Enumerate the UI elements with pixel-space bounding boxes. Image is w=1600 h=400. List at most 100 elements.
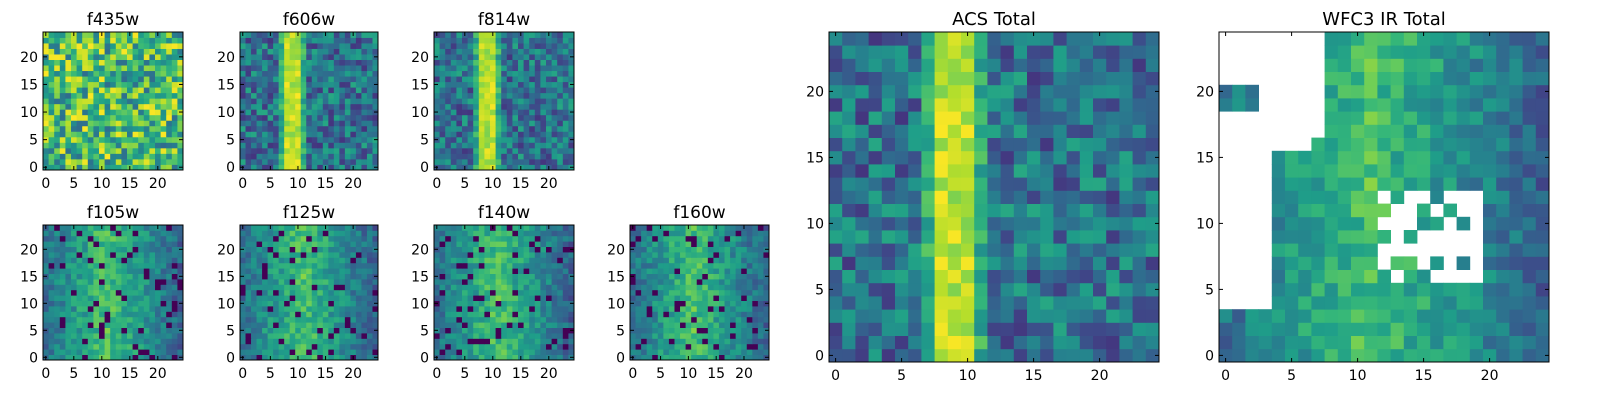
heatmap-cell	[127, 268, 133, 274]
heatmap-cell	[1119, 164, 1133, 178]
heatmap-cell	[311, 235, 318, 242]
heatmap-cell	[551, 76, 558, 83]
heatmap-cell	[339, 131, 346, 138]
heatmap-cell	[155, 343, 161, 350]
heatmap-cell	[289, 279, 296, 285]
heatmap-cell	[149, 279, 156, 285]
heatmap-cell	[523, 289, 530, 296]
heatmap-cell	[478, 349, 485, 355]
heatmap-cell	[273, 300, 280, 307]
heatmap-cell	[160, 349, 167, 355]
heatmap-cell	[366, 125, 373, 132]
y-tick-label: 10	[411, 296, 429, 312]
heatmap-cell	[473, 316, 480, 323]
heatmap-cell	[121, 295, 128, 301]
heatmap-cell	[160, 98, 167, 105]
heatmap-cell	[300, 153, 307, 160]
heatmap-cell	[115, 103, 122, 110]
heatmap-cell	[132, 273, 139, 280]
heatmap-cell	[534, 114, 541, 121]
heatmap-cell	[1106, 177, 1120, 191]
heatmap-cell	[110, 147, 117, 154]
heatmap-cell	[166, 289, 173, 296]
heatmap-cell	[707, 273, 714, 280]
heatmap-cell	[93, 142, 100, 149]
heatmap-cell	[82, 32, 89, 38]
heatmap-cell	[82, 54, 89, 60]
heatmap-cell	[540, 164, 547, 171]
heatmap-cell	[908, 243, 922, 257]
heatmap-cell	[372, 252, 379, 258]
heatmap-cell	[350, 120, 357, 127]
heatmap-cell	[529, 322, 536, 328]
heatmap-cell	[512, 338, 519, 345]
heatmap-cell	[284, 349, 291, 355]
heatmap-cell	[557, 87, 564, 94]
heatmap-cell	[143, 300, 150, 307]
heatmap-cell	[478, 279, 485, 285]
heatmap-cell	[473, 225, 480, 231]
heatmap-cell	[361, 273, 368, 280]
heatmap-cell	[456, 32, 463, 38]
heatmap-cell	[65, 262, 72, 269]
heatmap-cell	[881, 322, 896, 336]
heatmap-cell	[82, 37, 89, 44]
heatmap-cell	[1066, 243, 1081, 257]
heatmap-cell	[462, 349, 468, 355]
heatmap-cell	[546, 142, 552, 149]
heatmap-cell	[138, 103, 145, 110]
heatmap-cell	[934, 177, 949, 191]
heatmap-cell	[65, 241, 72, 247]
heatmap-cell	[65, 273, 72, 280]
heatmap-cell	[262, 48, 268, 55]
heatmap-cell	[490, 230, 496, 237]
heatmap-cell	[829, 309, 843, 323]
heatmap-cell	[462, 136, 468, 143]
heatmap-cell	[512, 131, 519, 138]
heatmap-cell	[284, 43, 291, 49]
heatmap-cell	[93, 306, 100, 312]
heatmap-cell	[467, 241, 474, 247]
heatmap-cell	[245, 131, 252, 138]
heatmap-cell	[93, 48, 100, 55]
heatmap-cell	[350, 65, 357, 72]
heatmap-cell	[484, 114, 491, 121]
heatmap-cell	[478, 235, 485, 242]
heatmap-cell	[557, 48, 564, 55]
heatmap-cell	[344, 273, 351, 280]
heatmap-cell	[529, 284, 536, 291]
heatmap-cell	[289, 338, 296, 345]
heatmap-cell	[746, 284, 753, 291]
heatmap-cell	[361, 279, 368, 285]
heatmap-cell	[439, 43, 446, 49]
heatmap-cell	[54, 241, 61, 247]
heatmap-cell	[344, 257, 351, 264]
heatmap-cell	[149, 120, 156, 127]
heatmap-cell	[240, 37, 246, 44]
heatmap-cell	[652, 252, 659, 258]
heatmap-cell	[333, 235, 340, 242]
heatmap-cell	[1027, 322, 1041, 336]
heatmap-cell	[273, 306, 280, 312]
heatmap-cell	[987, 177, 1001, 191]
heatmap-cell	[735, 241, 742, 247]
heatmap-cell	[339, 87, 346, 94]
heatmap-cell	[1000, 164, 1015, 178]
heatmap-cell	[473, 131, 480, 138]
heatmap-cell	[149, 225, 156, 231]
heatmap-cell	[1079, 256, 1094, 270]
heatmap-cell	[289, 125, 296, 132]
heatmap-cell	[372, 349, 379, 355]
heatmap-cell	[1093, 335, 1107, 350]
heatmap-cell	[93, 343, 100, 350]
heatmap-cell	[322, 147, 329, 154]
heatmap-cell	[289, 322, 296, 328]
heatmap-cell	[115, 295, 122, 301]
heatmap-cell	[317, 246, 324, 253]
heatmap-cell	[529, 48, 536, 55]
heatmap-cell	[668, 295, 675, 301]
heatmap-cell	[881, 230, 896, 244]
heatmap-cell	[1027, 164, 1041, 178]
heatmap-cell	[445, 279, 452, 285]
